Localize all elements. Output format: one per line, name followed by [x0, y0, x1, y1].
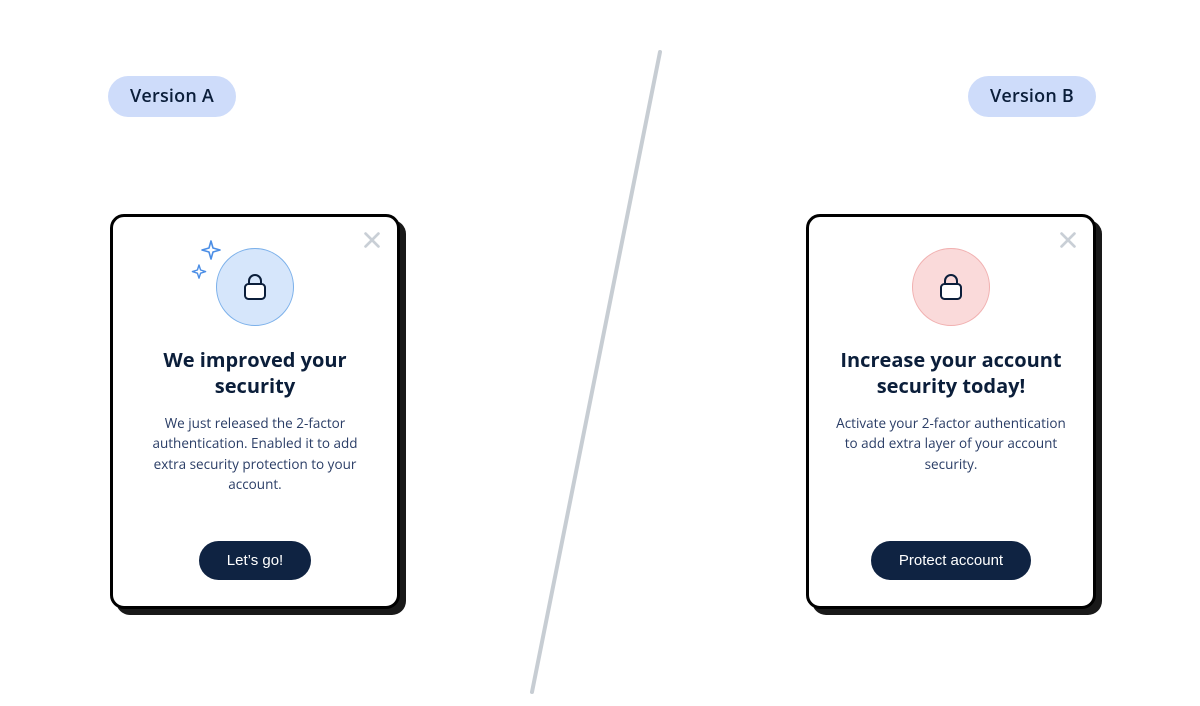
modal-version-a: We improved your security We just releas…	[110, 214, 400, 609]
lock-circle	[912, 248, 990, 326]
lock-icon	[237, 269, 273, 305]
version-b-badge: Version B	[968, 76, 1096, 117]
modal-version-b: Increase your account security today! Ac…	[806, 214, 1096, 609]
modal-illustration	[137, 241, 373, 333]
ab-test-canvas: Version A Version B We improved your sec…	[0, 0, 1200, 706]
cta-button[interactable]: Protect account	[871, 541, 1031, 580]
cta-button[interactable]: Let’s go!	[199, 541, 311, 580]
modal-illustration	[833, 241, 1069, 333]
modal-title: Increase your account security today!	[833, 347, 1069, 399]
lock-icon	[933, 269, 969, 305]
modal-body-text: Activate your 2-factor authentication to…	[836, 413, 1066, 474]
modal-title: We improved your security	[137, 347, 373, 399]
version-a-badge: Version A	[108, 76, 236, 117]
modal-body-text: We just released the 2-factor authentica…	[140, 413, 370, 494]
lock-circle	[216, 248, 294, 326]
